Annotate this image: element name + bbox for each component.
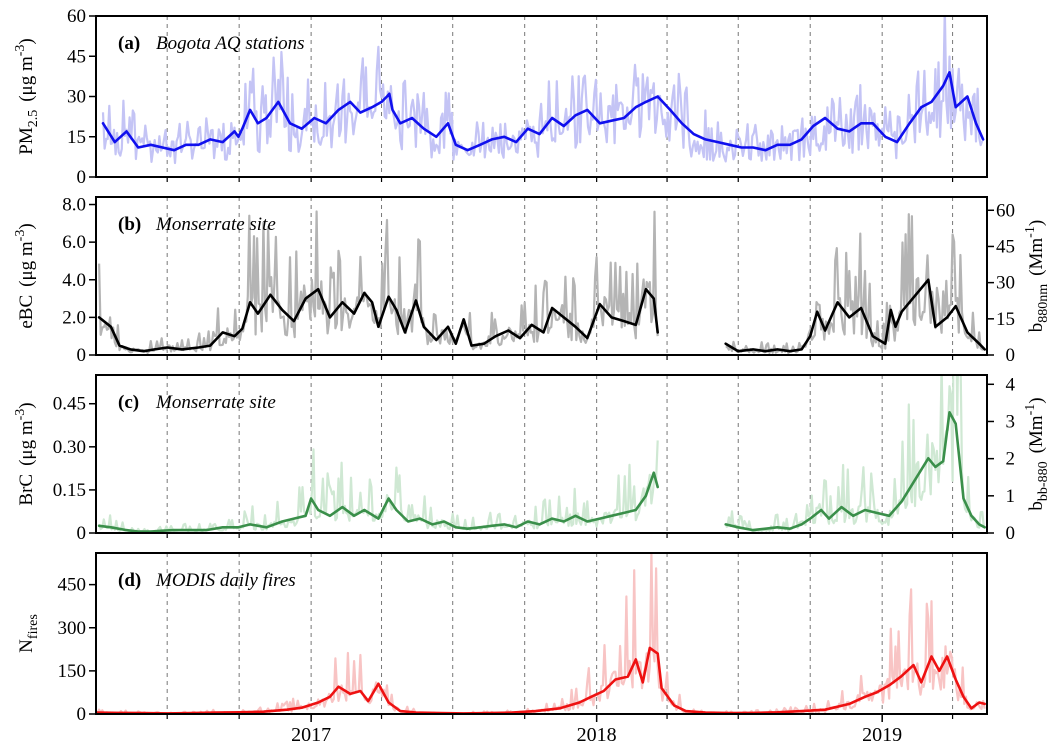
y-tick-label: 300 (58, 618, 87, 639)
data-layer (96, 553, 987, 714)
y-tick-label: 15 (67, 127, 86, 148)
data-layer (97, 375, 987, 533)
y-axis-label: PM2.5 (μg m-3) (13, 38, 41, 155)
panel-title: Monserrate site (155, 392, 276, 413)
right-y-axis-label-subscript: bb-880 (1036, 461, 1051, 501)
y-tick-label: 6.0 (62, 232, 86, 253)
smoothed-series-line (724, 278, 987, 353)
smoothed-series-line (97, 471, 660, 533)
y-axis-label-main: PM (16, 127, 37, 155)
panel-letter: (a) (118, 33, 140, 54)
y-tick-label: 0.45 (53, 394, 86, 415)
y-axis-label-unit: (μg m (16, 420, 37, 466)
y-axis-label-unit-superscript: -3 (13, 45, 28, 57)
y-axis-label-unit-superscript: -3 (13, 230, 28, 242)
panel-d: 0 150 300 450 (d) MODIS daily fires Nfires (16, 552, 988, 725)
right-y-axis-label-unit: (Mm (1026, 415, 1047, 453)
x-tick-label: 2017 (291, 724, 331, 746)
y-axis-label-unit-end: ) (16, 402, 37, 408)
y-tick-label: 60 (67, 6, 86, 27)
right-y-axis-label-unit-end: ) (1026, 220, 1047, 226)
smoothed-series-line (96, 646, 987, 714)
right-y-axis-label-unit-superscript: -1 (1023, 404, 1038, 416)
right-y-tick-label: 2 (1006, 449, 1016, 470)
y-axis-label-subscript: 2.5 (26, 110, 41, 128)
y-tick-label: 45 (67, 46, 86, 67)
y-axis-label: BrC (μg m-3) (13, 402, 37, 505)
y-tick-label: 0 (77, 523, 87, 544)
panel-c: 0 0.15 0.30 0.45 0 1 2 3 4 (c) Monserrate site BrC (… (13, 374, 1051, 544)
daily-raw-series (101, 16, 984, 165)
y-axis-label-main: N (16, 639, 37, 653)
y-axis-label-unit: (μg m (16, 241, 37, 287)
data-layer (101, 16, 985, 165)
y-tick-label: 0.30 (53, 437, 86, 458)
x-tick-label: 2018 (577, 724, 617, 746)
y-axis-label: Nfires (16, 614, 41, 653)
panel-b: 0 2.0 4.0 6.0 8.0 0 15 30 45 60 (b) Monserrate site… (13, 195, 1051, 366)
right-y-tick-label: 15 (996, 309, 1015, 330)
panel-title: MODIS daily fires (155, 570, 296, 591)
right-y-axis-label-main: b (1026, 323, 1047, 333)
right-y-tick-label: 0 (1006, 345, 1016, 366)
data-layer (97, 210, 987, 355)
y-tick-label: 8.0 (62, 195, 86, 216)
right-y-axis-label: bbb-880 (Mm-1) (1023, 397, 1051, 510)
y-tick-label: 150 (58, 661, 87, 682)
smoothed-series-line (101, 71, 985, 152)
right-y-axis-label-main: b (1026, 501, 1047, 511)
panel-letter: (c) (118, 392, 139, 413)
panel-frame (95, 196, 988, 356)
y-axis-label: eBC (μg m-3) (13, 223, 37, 328)
right-y-tick-label: 3 (1006, 411, 1016, 432)
right-y-tick-label: 30 (996, 273, 1015, 294)
panel-letter: (d) (118, 570, 141, 591)
y-axis-label-main: BrC (16, 474, 37, 506)
y-axis-label-unit: (μg m (16, 56, 37, 102)
right-y-tick-label: 1 (1006, 486, 1016, 507)
y-tick-label: 0 (77, 704, 87, 725)
right-y-axis-label-unit-superscript: -1 (1023, 226, 1038, 238)
y-tick-label: 0 (77, 167, 87, 188)
x-axis: 2017 2018 2019 (291, 714, 902, 746)
right-y-tick-label: 60 (996, 200, 1015, 221)
y-tick-label: 0.15 (53, 480, 86, 501)
right-y-axis-label: b880nm (Mm-1) (1023, 220, 1051, 332)
y-axis-label-main: eBC (16, 295, 37, 329)
y-tick-label: 30 (67, 87, 86, 108)
daily-raw-series (725, 375, 985, 533)
smoothed-series-line (97, 287, 660, 353)
panel-frame (95, 374, 988, 534)
y-tick-label: 0 (77, 345, 87, 366)
y-tick-label: 4.0 (62, 270, 86, 291)
right-y-axis-label-subscript: 880nm (1036, 284, 1051, 323)
panel-title: Monserrate site (155, 214, 276, 235)
y-axis-label-unit-superscript: -3 (13, 409, 28, 421)
y-axis-label-unit-end: ) (16, 38, 37, 44)
y-axis-label-unit-end: ) (16, 223, 37, 229)
y-tick-label: 2.0 (62, 307, 86, 328)
right-y-axis-label-unit-end: ) (1026, 397, 1047, 403)
right-y-tick-label: 4 (1006, 374, 1016, 395)
panel-frame (95, 552, 988, 715)
panel-letter: (b) (118, 214, 141, 235)
smoothed-series-line (724, 410, 987, 532)
daily-raw-series (725, 213, 985, 355)
right-y-tick-label: 45 (996, 236, 1015, 257)
panel-title: Bogota AQ stations (156, 33, 305, 54)
x-tick-label: 2019 (862, 724, 902, 746)
y-tick-label: 450 (58, 575, 87, 596)
y-axis-label-subscript: fires (26, 614, 41, 639)
right-y-axis-label-unit: (Mm (1026, 238, 1047, 276)
panel-a: 0 15 30 45 60 (a) Bogota AQ stations PM2.5 (μg m… (13, 6, 988, 188)
right-y-tick-label: 0 (1006, 523, 1016, 544)
